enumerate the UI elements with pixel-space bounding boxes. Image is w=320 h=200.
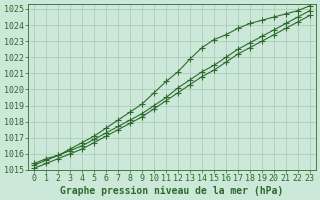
X-axis label: Graphe pression niveau de la mer (hPa): Graphe pression niveau de la mer (hPa) — [60, 186, 284, 196]
